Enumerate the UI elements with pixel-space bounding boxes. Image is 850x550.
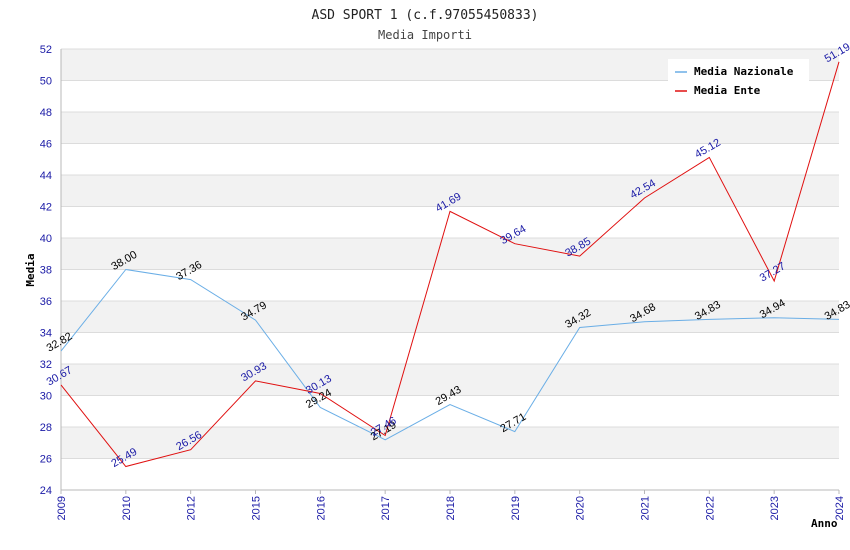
- x-tick-label-2024: 2024: [834, 496, 846, 520]
- y-tick-label: 26: [40, 454, 52, 466]
- grid-bands: [61, 49, 839, 459]
- x-tick-label-2020: 2020: [575, 496, 587, 520]
- y-axis-label: Media: [24, 253, 37, 286]
- y-tick-label: 48: [40, 107, 52, 119]
- y-tick-label: 24: [40, 485, 52, 497]
- x-tick-label-2019: 2019: [510, 496, 522, 520]
- axes: [60, 49, 840, 494]
- legend-box: [668, 59, 809, 101]
- chart-subtitle: Media Importi: [378, 28, 472, 42]
- x-axis-label: Anno: [811, 517, 838, 530]
- y-tick-label: 52: [40, 44, 52, 56]
- x-tick-label-2016: 2016: [315, 496, 327, 520]
- grid-band: [61, 427, 839, 459]
- x-tick-label-2010: 2010: [121, 496, 133, 520]
- y-tick-label: 36: [40, 296, 52, 308]
- x-tick-label-2015: 2015: [251, 496, 263, 520]
- y-tick-label: 40: [40, 233, 52, 245]
- x-tick-label-2018: 2018: [445, 496, 457, 520]
- legend: Media Nazionale Media Ente: [668, 59, 809, 101]
- grid-band: [61, 364, 839, 396]
- y-tick-label: 34: [40, 328, 52, 340]
- legend-label-media-ente: Media Ente: [694, 84, 761, 97]
- legend-label-media-nazionale: Media Nazionale: [694, 65, 794, 78]
- y-tick-label: 44: [40, 170, 52, 182]
- y-tick-labels: 24 26 28 30 32 34 36 38 40 42 44 46 48 50 52: [40, 44, 52, 497]
- x-tick-label-2012: 2012: [186, 496, 198, 520]
- grid-band: [61, 238, 839, 270]
- x-tick-label-2021: 2021: [640, 496, 652, 520]
- chart-title: ASD SPORT 1 (c.f.97055450833): [312, 8, 539, 23]
- series-lines: [60, 61, 840, 468]
- grid-band: [61, 301, 839, 333]
- x-tick-labels: 2009 2010 2012 2015 2016 2017 2018 2019 2020 2021…: [56, 496, 846, 520]
- y-tick-label: 28: [40, 422, 52, 434]
- grid-band: [61, 112, 839, 144]
- y-tick-label: 50: [40, 76, 52, 88]
- grid-band: [61, 175, 839, 207]
- x-tick-label-2023: 2023: [769, 496, 781, 520]
- series-line-media-nazionale: [60, 268, 840, 441]
- x-tick-label-2017: 2017: [380, 496, 392, 520]
- series-line-media-ente: [60, 61, 840, 468]
- x-tick-label-2009: 2009: [56, 496, 68, 520]
- y-tick-label: 46: [40, 139, 52, 151]
- y-tick-label: 30: [40, 391, 52, 403]
- y-tick-label: 32: [40, 359, 52, 371]
- y-tick-label: 42: [40, 202, 52, 214]
- y-tick-label: 38: [40, 265, 52, 277]
- x-tick-label-2022: 2022: [704, 496, 716, 520]
